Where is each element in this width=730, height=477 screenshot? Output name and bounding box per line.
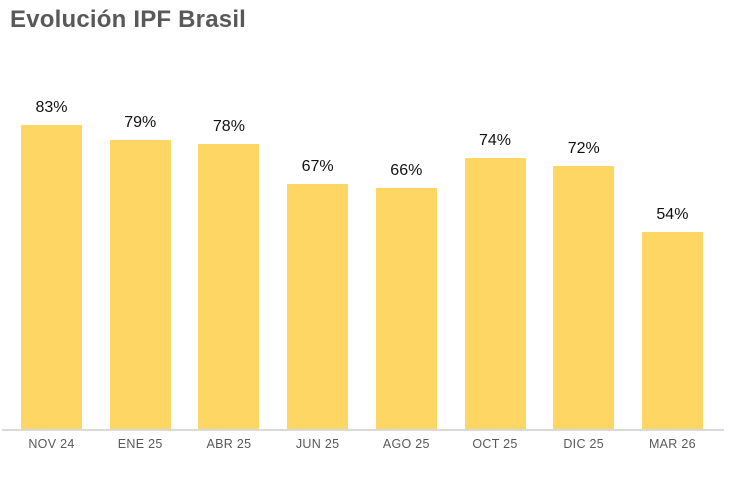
bar-column: 54% <box>641 63 703 430</box>
bar <box>287 184 349 430</box>
bar-value-label: 74% <box>479 132 512 150</box>
bar-column: 72% <box>553 63 615 430</box>
x-axis-tick-label: AGO 25 <box>382 437 430 451</box>
bar <box>464 158 526 430</box>
x-axis-tick-label: ENE 25 <box>117 437 163 451</box>
bar <box>109 140 171 430</box>
bar <box>641 231 703 430</box>
x-axis-line <box>2 429 724 431</box>
bar-value-label: 83% <box>35 99 68 117</box>
bar-value-label: 67% <box>301 158 334 176</box>
bar-column: 74% <box>464 63 526 430</box>
bar-column: 79% <box>109 63 171 430</box>
bar <box>375 187 437 430</box>
chart-title: Evolución IPF Brasil <box>10 6 247 33</box>
bar-value-label: 66% <box>390 161 423 179</box>
x-axis-tick-label: JUN 25 <box>295 437 340 451</box>
bars-row: 83% 79% 78% 67% 66% 74% 72% 54% <box>21 63 703 430</box>
x-axis-tick-label: NOV 24 <box>28 437 75 451</box>
x-axis-labels: NOV 24 ENE 25 ABR 25 JUN 25 AGO 25 OCT 25 DIC … <box>21 437 703 451</box>
x-axis-tick-label: OCT 25 <box>472 437 518 451</box>
x-axis-tick-label: DIC 25 <box>563 437 605 451</box>
bar <box>198 143 260 430</box>
plot-area: 83% 79% 78% 67% 66% 74% 72% 54% <box>21 63 703 430</box>
x-axis-tick-label: ABR 25 <box>206 437 252 451</box>
bar-value-label: 54% <box>656 205 689 223</box>
bar <box>21 125 82 430</box>
bar-column: 66% <box>375 63 437 430</box>
bar-value-label: 79% <box>124 114 157 132</box>
bar-column: 67% <box>287 63 349 430</box>
bar-value-label: 72% <box>567 139 600 157</box>
x-axis-tick-label: MAR 26 <box>648 437 696 451</box>
bar <box>553 165 615 430</box>
bar-column: 83% <box>21 63 82 430</box>
bar-value-label: 78% <box>212 117 245 135</box>
bar-column: 78% <box>198 63 260 430</box>
